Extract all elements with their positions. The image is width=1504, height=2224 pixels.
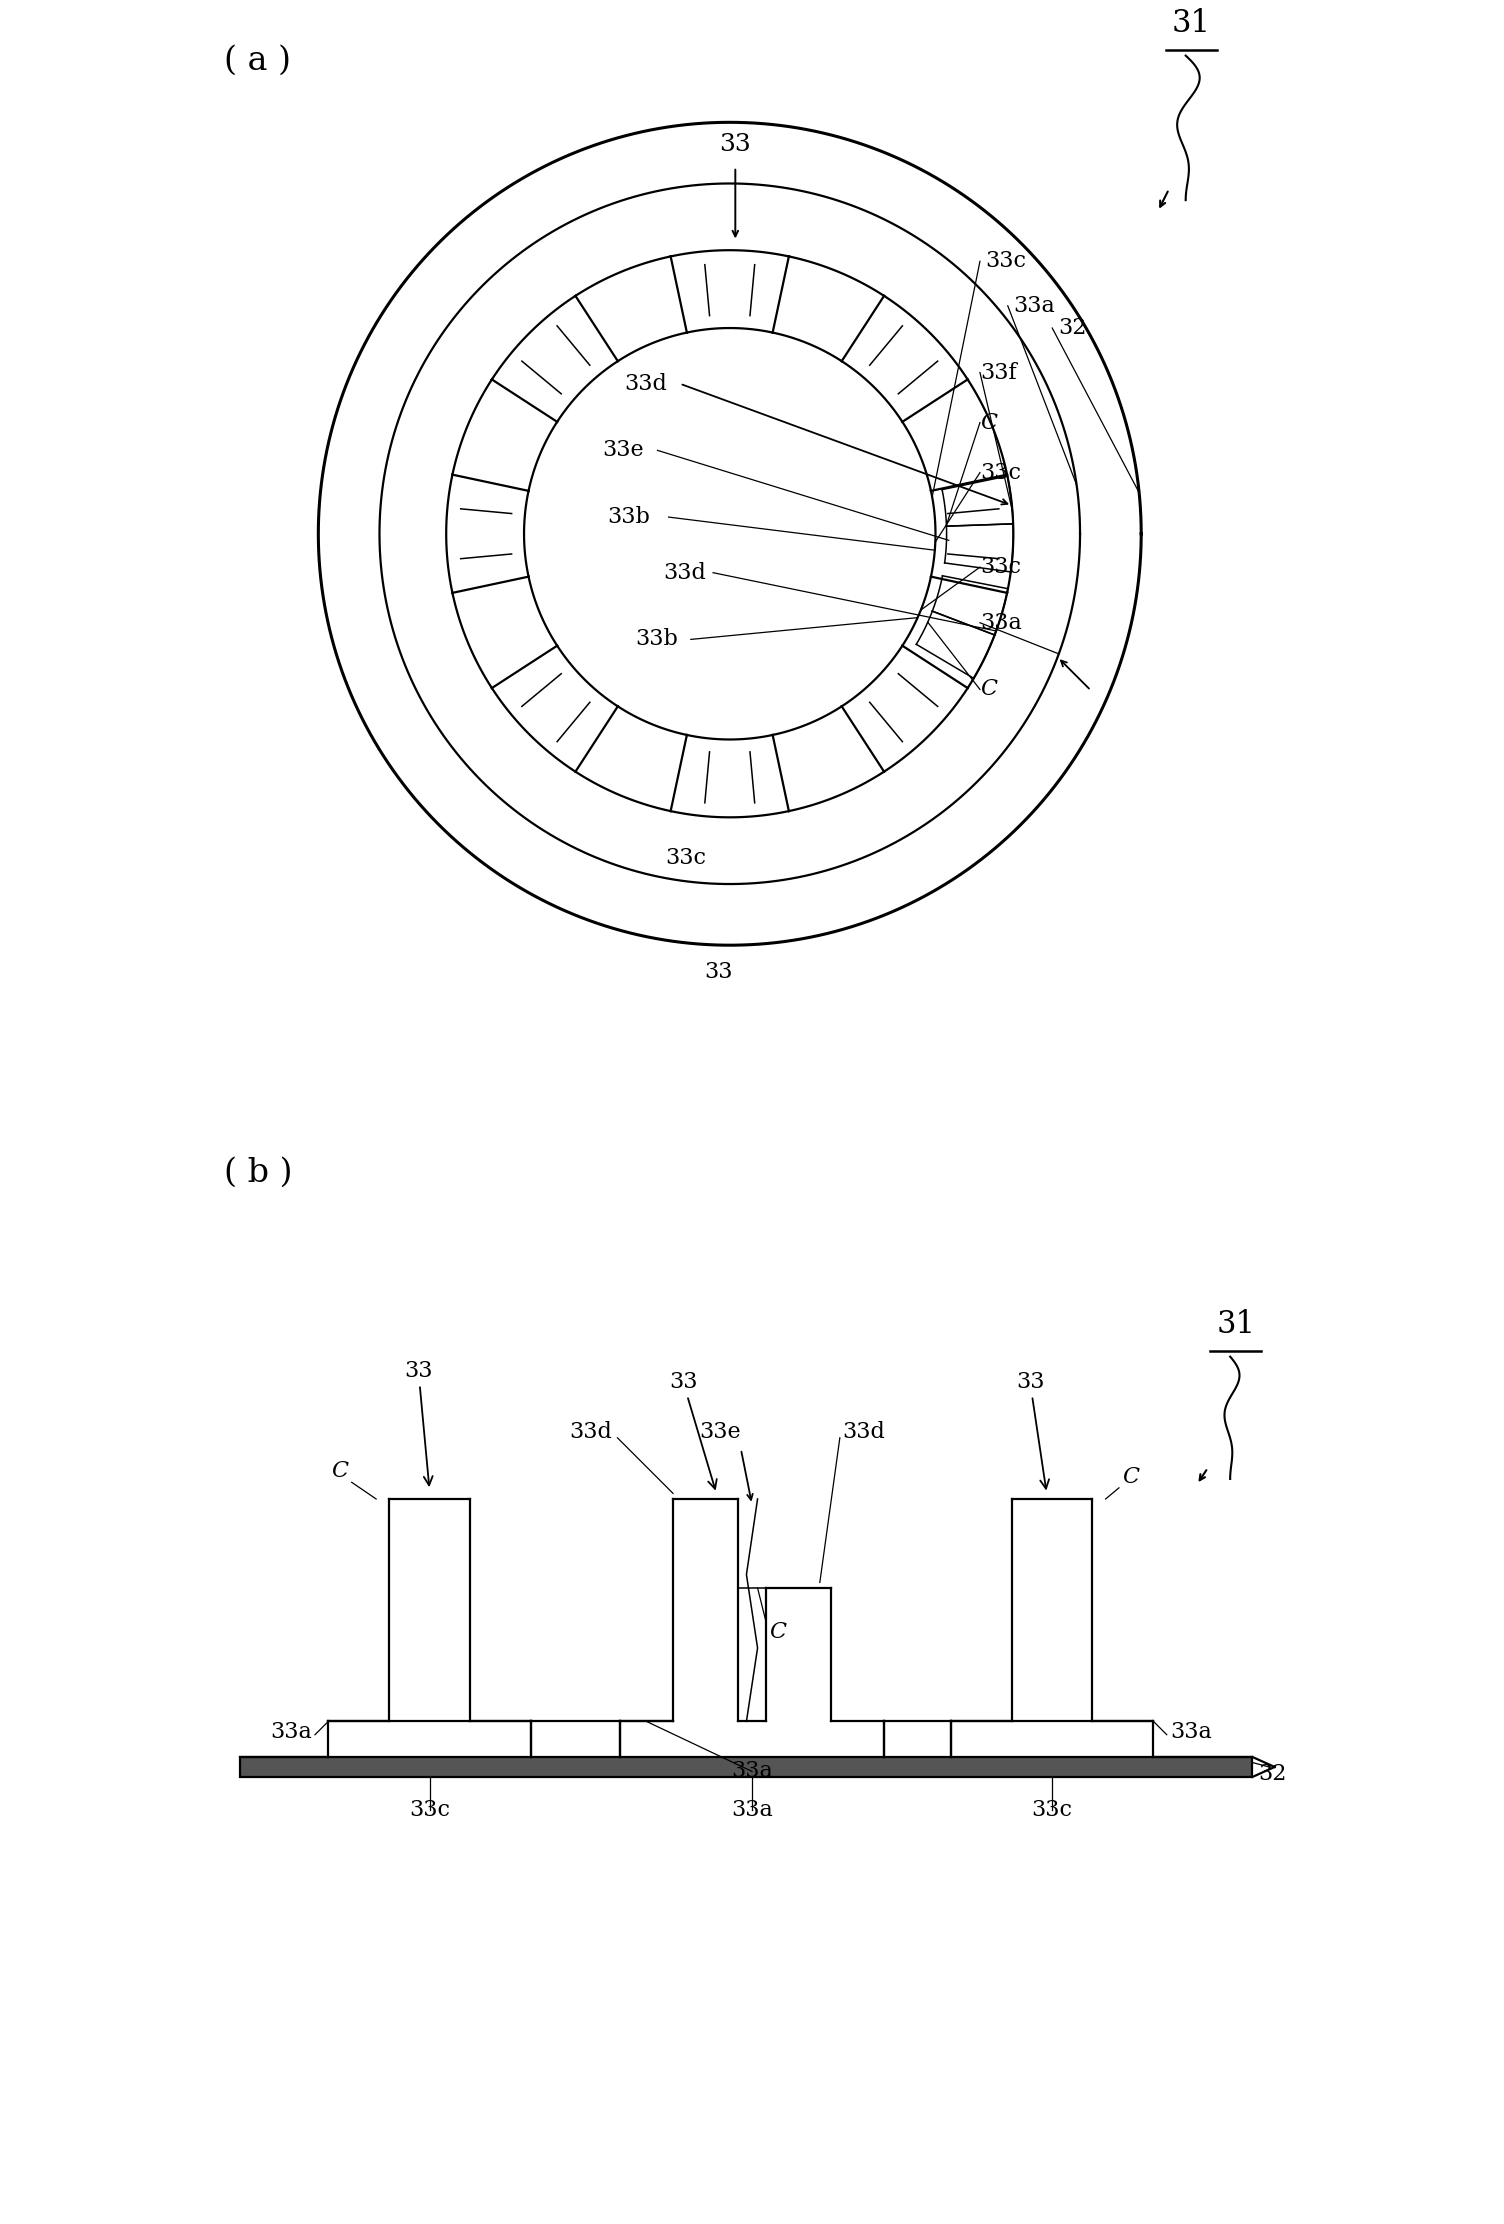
Text: 32: 32 [1257, 1761, 1286, 1784]
Text: 33d: 33d [663, 563, 705, 583]
Text: ( a ): ( a ) [224, 44, 290, 76]
Text: 33e: 33e [602, 440, 644, 460]
Text: 33: 33 [704, 961, 732, 983]
Text: C: C [981, 411, 997, 434]
Text: 33a: 33a [731, 1799, 773, 1821]
Text: 33a: 33a [1014, 296, 1056, 316]
Bar [241, 1757, 1253, 1777]
Text: C: C [1122, 1466, 1140, 1488]
Text: 33d: 33d [624, 374, 666, 394]
Text: 33c: 33c [409, 1799, 450, 1821]
Text: C: C [981, 678, 997, 701]
Text: 31: 31 [1217, 1310, 1256, 1339]
Text: 33f: 33f [981, 363, 1017, 383]
Text: 33: 33 [1015, 1370, 1050, 1488]
Text: C: C [331, 1461, 349, 1481]
Text: ( b ): ( b ) [224, 1156, 292, 1188]
Text: 33b: 33b [635, 629, 678, 649]
Text: 33c: 33c [1032, 1799, 1072, 1821]
Text: 33c: 33c [981, 556, 1021, 578]
Text: 33a: 33a [1170, 1721, 1212, 1744]
Text: 33: 33 [405, 1359, 433, 1486]
Text: 33a: 33a [731, 1759, 773, 1781]
Text: 33e: 33e [699, 1421, 741, 1443]
Text: 33a: 33a [981, 612, 1021, 634]
Text: 33d: 33d [842, 1421, 884, 1443]
Text: 33c: 33c [985, 251, 1027, 271]
Text: 33c: 33c [665, 847, 705, 870]
Text: 32: 32 [1057, 318, 1086, 338]
Text: 33: 33 [719, 133, 750, 156]
Text: 33d: 33d [569, 1421, 612, 1443]
Text: 33b: 33b [608, 507, 650, 527]
Text: 31: 31 [1172, 9, 1211, 38]
Text: C: C [769, 1621, 785, 1644]
Text: 33c: 33c [981, 463, 1021, 483]
Text: 33a: 33a [269, 1721, 311, 1744]
Text: 33: 33 [669, 1370, 717, 1488]
